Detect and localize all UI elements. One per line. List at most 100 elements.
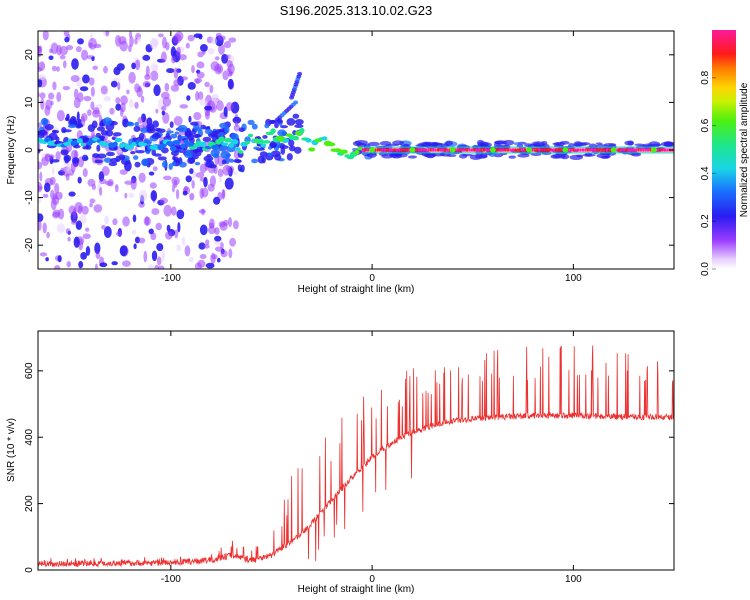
noise-cell <box>209 84 214 94</box>
band-cell <box>259 151 268 158</box>
band-cell <box>550 154 561 159</box>
noise-cell <box>131 230 137 235</box>
carrier-cell <box>494 148 498 152</box>
noise-cell <box>195 78 200 85</box>
noise-cell <box>82 233 91 240</box>
noise-cell <box>138 189 148 202</box>
noise-cell <box>75 220 83 231</box>
noise-cell <box>103 66 108 74</box>
band-cell <box>103 157 112 163</box>
band-cell <box>294 124 304 128</box>
carrier-cell <box>482 148 485 152</box>
noise-cell <box>57 208 65 220</box>
noise-cell <box>232 116 242 124</box>
band-cell <box>130 151 136 155</box>
noise-cell <box>222 164 231 176</box>
noise-cell <box>193 33 202 39</box>
carrier-cell <box>634 148 638 152</box>
carrier-cell <box>417 148 420 152</box>
carrier-cell <box>458 148 461 152</box>
noise-cell <box>88 37 97 50</box>
band-cell <box>229 158 234 163</box>
band-cell <box>170 133 178 139</box>
noise-cell <box>214 235 222 242</box>
noise-cell <box>177 222 181 233</box>
noise-cell <box>92 65 99 70</box>
band-cell <box>596 153 610 159</box>
carrier-cell <box>415 148 418 152</box>
ridge-cell <box>270 128 276 134</box>
band-cell <box>292 113 300 119</box>
band-cell <box>251 123 258 130</box>
band-cell <box>277 129 287 137</box>
band-cell <box>154 127 162 132</box>
noise-cell <box>39 252 48 257</box>
band-cell <box>135 149 145 154</box>
carrier-cell <box>567 148 570 152</box>
noise-cell <box>63 31 70 38</box>
streak-cell <box>297 71 303 76</box>
carrier-cell <box>470 148 473 152</box>
noise-cell <box>195 172 205 178</box>
noise-cell <box>128 98 134 108</box>
noise-cell <box>65 44 74 51</box>
noise-cell <box>89 198 96 204</box>
noise-cell <box>223 41 232 49</box>
band-cell <box>166 130 174 134</box>
noise-cell <box>134 101 139 109</box>
carrier-cell <box>456 148 459 152</box>
noise-cell <box>115 103 122 111</box>
carrier-cell <box>605 148 609 152</box>
band-cell <box>67 124 77 129</box>
noise-cell <box>91 56 95 62</box>
noise-cell <box>78 260 84 269</box>
carrier-cell <box>663 148 667 152</box>
carrier-cell <box>514 148 517 152</box>
carrier-knot <box>369 147 376 153</box>
noise-cell <box>197 91 204 101</box>
carrier-cell <box>601 148 604 152</box>
y-tick-label: 600 <box>24 362 35 379</box>
noise-cell <box>79 86 89 92</box>
noise-cell <box>234 120 239 127</box>
y-tick-label: 0 <box>24 567 35 573</box>
band-cell <box>81 154 89 162</box>
noise-cell <box>62 86 71 91</box>
noise-cell <box>38 78 43 88</box>
noise-cell <box>228 70 233 76</box>
noise-cell <box>152 166 158 172</box>
carrier-cell <box>366 148 370 152</box>
noise-cell <box>110 80 118 88</box>
y-tick-label: 20 <box>24 49 35 61</box>
noise-cell <box>151 250 158 262</box>
noise-cell <box>232 220 239 230</box>
band-cell <box>154 132 160 137</box>
ridge-cell <box>247 133 254 138</box>
band-cell <box>187 132 194 141</box>
ridge-cell <box>180 143 186 149</box>
noise-cell <box>205 239 210 246</box>
carrier-cell <box>439 148 442 152</box>
ridge-cell <box>238 150 244 154</box>
band-cell <box>439 151 452 157</box>
carrier-cell <box>622 148 626 152</box>
colorbar-tick-label: 0.2 <box>700 214 711 228</box>
noise-cell <box>112 218 118 226</box>
noise-cell <box>180 76 188 81</box>
carrier-cell <box>521 148 524 152</box>
noise-cell <box>228 248 233 259</box>
carrier-cell <box>511 148 514 152</box>
ridge-cell <box>224 137 232 143</box>
y-tick-label: -10 <box>24 190 35 205</box>
noise-cell <box>196 71 205 79</box>
noise-cell <box>129 35 134 47</box>
band-cell <box>588 143 597 149</box>
x-tick-label: 0 <box>369 574 375 585</box>
noise-cell <box>162 175 172 181</box>
noise-cell <box>155 108 159 114</box>
noise-cell <box>66 261 71 268</box>
noise-cell <box>81 205 89 215</box>
noise-cell <box>51 65 57 72</box>
carrier-cell <box>441 148 444 152</box>
noise-cell <box>77 205 83 215</box>
